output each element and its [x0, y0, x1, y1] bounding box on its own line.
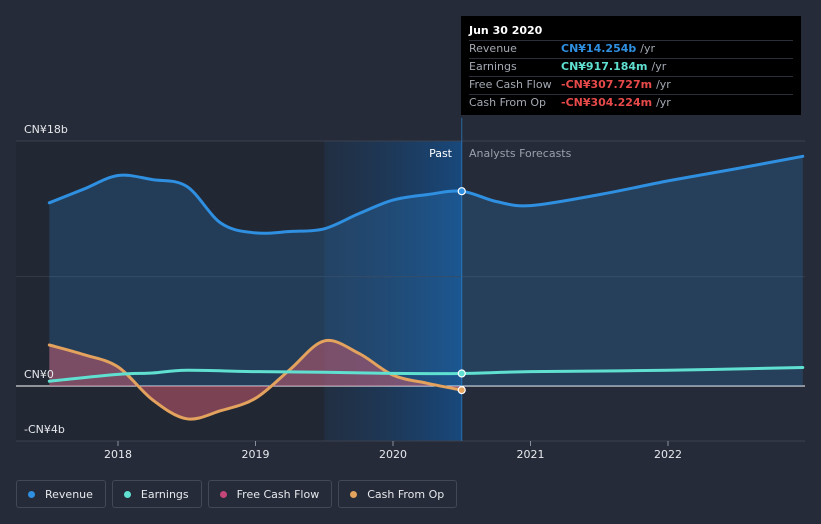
y-axis-zero-label: CN¥0: [24, 368, 54, 381]
tooltip-label: Revenue: [469, 42, 517, 55]
forecast-label: Analysts Forecasts: [469, 147, 572, 160]
tooltip-unit: /yr: [640, 42, 656, 55]
x-tick-label: 2018: [104, 448, 132, 461]
tooltip-row-revenue: Revenue CN¥14.254b /yr: [469, 40, 793, 58]
tooltip-row-free-cash-flow: Free Cash Flow -CN¥307.727m /yr: [469, 76, 793, 94]
past-background: [16, 141, 325, 441]
marker-cfo: [457, 386, 466, 395]
y-axis-min-label: -CN¥4b: [24, 423, 65, 436]
legend-dot-icon: [123, 490, 131, 498]
past-highlight-band: [324, 141, 462, 441]
tooltip-unit: /yr: [656, 78, 671, 91]
legend-item-earnings[interactable]: Earnings: [111, 480, 202, 508]
tooltip-value: CN¥14.254b: [561, 42, 637, 55]
tooltip: Jun 30 2020 Revenue CN¥14.254b /yr Earni…: [461, 16, 801, 115]
legend-item-free-cash-flow[interactable]: Free Cash Flow: [207, 480, 333, 508]
legend-label: Earnings: [140, 487, 189, 501]
legend-label: Cash From Op: [367, 487, 445, 501]
tooltip-value: CN¥917.184m: [561, 60, 648, 73]
line-cfo: [47, 338, 464, 421]
line-earnings: [47, 366, 805, 383]
x-tick-label: 2021: [517, 448, 545, 461]
line-revenue: [47, 154, 805, 235]
tooltip-value: -CN¥307.727m: [561, 78, 653, 91]
y-axis-max-label: CN¥18b: [24, 123, 68, 136]
legend-dot-icon: [28, 490, 35, 498]
tooltip-label: Free Cash Flow: [469, 78, 552, 91]
x-tick-label: 2022: [654, 448, 682, 461]
legend-dot-icon: [350, 490, 358, 498]
past-label: Past: [429, 147, 453, 160]
legend-item-cash-from-op[interactable]: Cash From Op: [338, 480, 458, 508]
tooltip-label: Cash From Op: [469, 96, 547, 109]
tooltip-row-earnings: Earnings CN¥917.184m /yr: [469, 58, 793, 76]
tooltip-row-cash-from-op: Cash From Op -CN¥304.224m /yr: [469, 94, 793, 112]
area-revenue: [49, 156, 803, 386]
tooltip-label: Earnings: [469, 60, 517, 73]
tooltip-date: Jun 30 2020: [469, 24, 543, 37]
tooltip-unit: /yr: [656, 96, 671, 109]
legend-label: Revenue: [45, 487, 93, 501]
marker-earnings: [457, 369, 466, 378]
x-tick-label: 2020: [379, 448, 407, 461]
tooltip-unit: /yr: [651, 60, 667, 73]
legend-item-revenue[interactable]: Revenue: [16, 480, 106, 508]
legend: Revenue Earnings Free Cash Flow Cash Fro…: [16, 480, 458, 508]
marker-revenue: [457, 187, 466, 196]
x-tick-label: 2019: [242, 448, 270, 461]
legend-label: Free Cash Flow: [236, 487, 320, 501]
tooltip-value: -CN¥304.224m: [561, 96, 653, 109]
legend-dot-icon: [219, 490, 227, 498]
